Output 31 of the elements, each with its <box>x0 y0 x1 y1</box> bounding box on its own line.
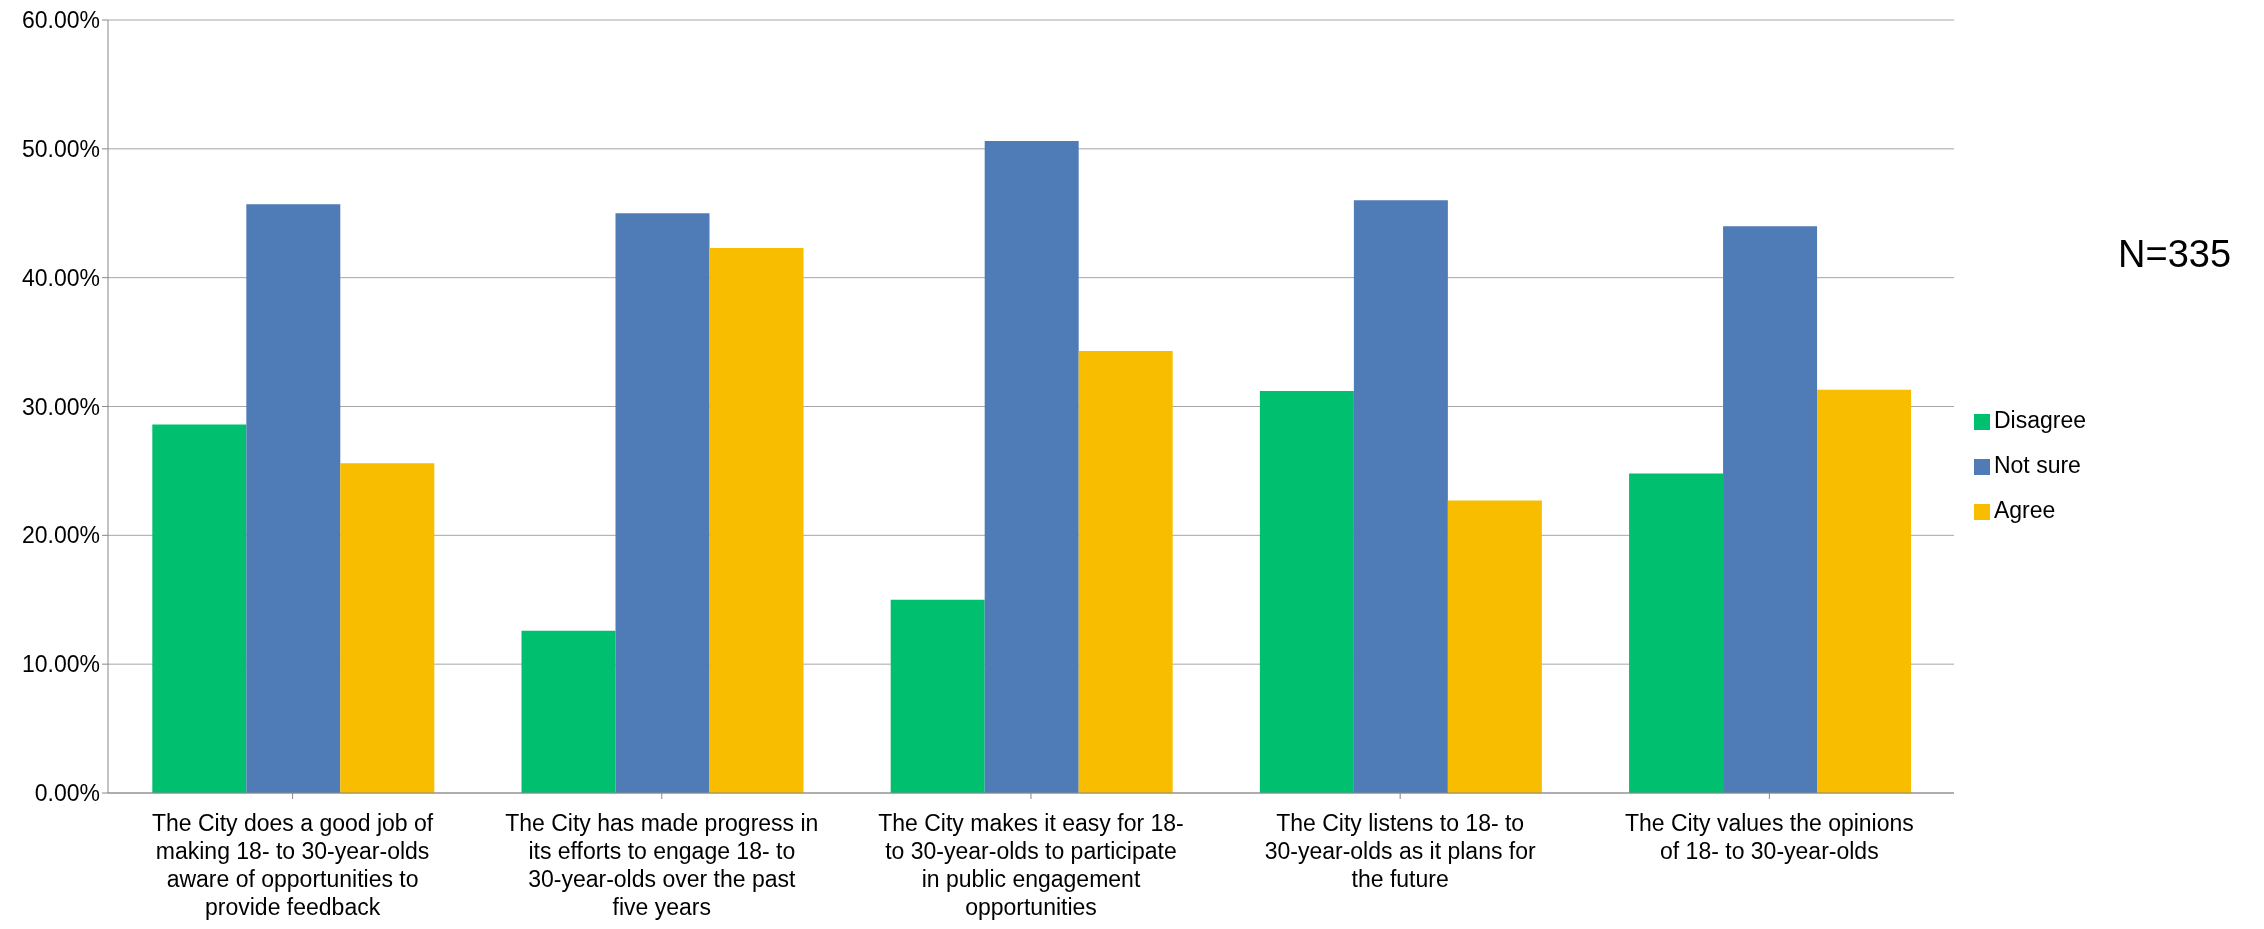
x-tick-label: The City listens to 18- to 30-year-olds as it plans for the future <box>1264 810 1537 892</box>
bar <box>709 248 804 793</box>
bar <box>152 424 247 793</box>
text: N=335 <box>2118 233 2232 276</box>
y-tick-label: 20.00% <box>21 522 100 549</box>
y-tick-label: 60.00% <box>21 7 100 34</box>
bar <box>246 204 341 793</box>
x-tick-label: The City makes it easy for 18- to 30-year-olds to participate in public engagement opportunities <box>878 810 1184 920</box>
legend-label: Agree <box>1993 497 2056 523</box>
y-tick-label: 10.00% <box>21 651 100 678</box>
bar <box>1447 500 1542 793</box>
bar <box>890 599 985 793</box>
legend-label: Not sure <box>1993 452 2081 478</box>
y-tick-label: 0.00% <box>34 780 100 807</box>
y-tick-label: 40.00% <box>21 264 100 291</box>
bar <box>615 213 710 793</box>
bar <box>1353 200 1448 793</box>
bar <box>1723 226 1818 793</box>
x-tick-label: The City has made progress in its efforts to engage 18- to 30-year-olds over the past five years <box>505 810 819 920</box>
legend-label: Disagree <box>1993 407 2086 433</box>
x-tick-label: The City values the opinions of 18- to 30-year-olds <box>1624 810 1914 864</box>
bar <box>521 630 616 793</box>
y-tick-label: 50.00% <box>21 136 100 162</box>
bar <box>984 141 1079 793</box>
bar <box>1078 351 1173 793</box>
y-tick-label: 30.00% <box>21 393 100 420</box>
bar <box>1629 473 1724 793</box>
bar <box>340 463 435 793</box>
x-tick-label: The City does a good job of making 18- to 30-year-olds aware of opportunities to provide feedback <box>151 810 434 920</box>
bar <box>1817 389 1912 793</box>
bar <box>1259 391 1354 793</box>
